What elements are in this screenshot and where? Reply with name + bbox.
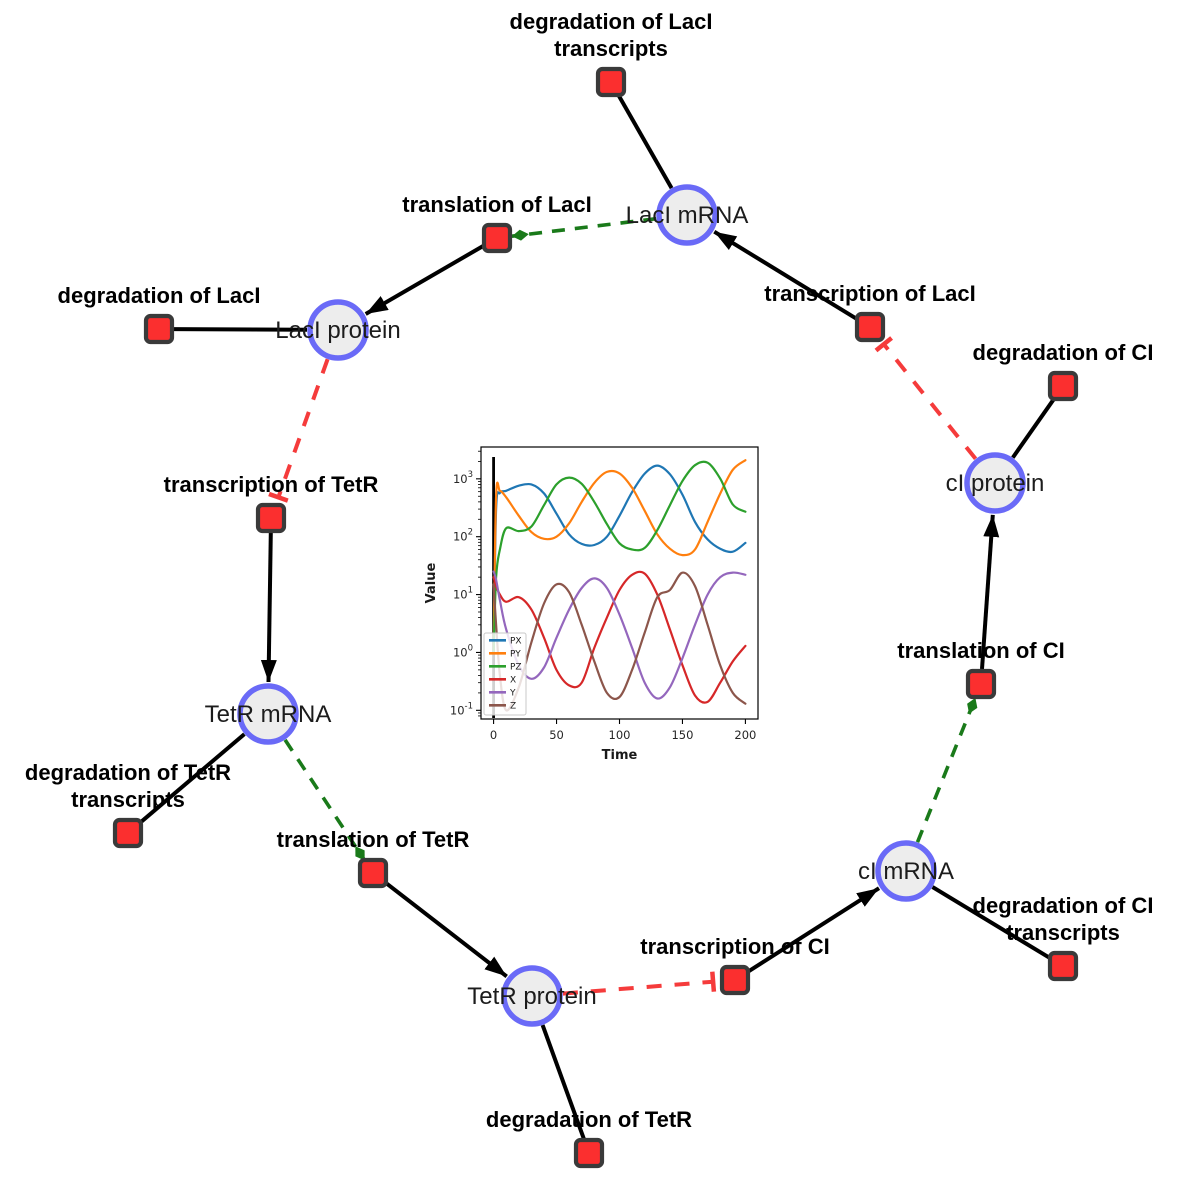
edge-production-transcription-of-laci-to-laci-mrna [713, 229, 859, 321]
reaction-label-degradation-of-tetr-transcripts-line1: degradation of TetR [25, 760, 231, 785]
edge-consumption-laci-protein-to-degradation-of-laci [173, 327, 308, 332]
reaction-label-degradation-of-tetr-transcripts-line2: transcripts [71, 787, 185, 812]
reaction-node-degradation-of-ci-transcripts[interactable] [1047, 950, 1079, 982]
species-node-tetr-mrna[interactable] [237, 683, 299, 745]
edge-consumption-laci-mrna-to-degradation-of-laci-transcripts [616, 94, 674, 190]
reaction-label-translation-of-laci: translation of LacI [402, 192, 591, 217]
reaction-label-degradation-of-tetr: degradation of TetR [486, 1107, 692, 1132]
edges-layer [138, 94, 1057, 1140]
reaction-node-translation-of-tetr[interactable] [357, 857, 389, 889]
chart-series-PY [492, 459, 747, 654]
chart-legend-label-PX: PX [510, 637, 522, 647]
edge-consumption-ci-mrna-to-degradation-of-ci-transcripts [931, 885, 1052, 960]
reaction-node-translation-of-ci[interactable] [965, 668, 997, 700]
chart-y-tick-label: 100 [453, 643, 473, 659]
chart-legend: PX PY PZ XYZ [483, 632, 527, 716]
reaction-label-translation-of-tetr: translation of TetR [277, 827, 470, 852]
chart-legend-label-Z: Z [510, 702, 516, 712]
chart-legend-label-X: X [510, 676, 516, 686]
species-label-ci-protein: cI protein [946, 470, 1045, 497]
chart-series-X [492, 570, 747, 704]
species-node-ci-mrna[interactable] [875, 840, 937, 902]
chart-plot-area [481, 447, 758, 719]
reaction-node-transcription-of-ci[interactable] [719, 964, 751, 996]
reaction-label-degradation-of-ci: degradation of CI [973, 340, 1154, 365]
edge-inhibition-tetr-protein-to-transcription-of-ci [562, 971, 717, 996]
edge-modifier-laci-mrna-to-translation-of-laci [511, 216, 657, 241]
edge-production-translation-of-tetr-to-tetr-protein [383, 880, 508, 978]
reaction-label-transcription-of-tetr: transcription of TetR [164, 472, 379, 497]
edge-consumption-tetr-protein-to-degradation-of-tetr [540, 1024, 586, 1140]
chart-y-tick-label: 102 [453, 528, 473, 544]
chart-y-tick-label: 101 [453, 586, 473, 602]
edge-modifier-ci-mrna-to-translation-of-ci [915, 697, 978, 843]
edge-production-translation-of-laci-to-laci-protein [364, 243, 486, 316]
species-node-laci-mrna[interactable] [656, 184, 718, 246]
reaction-node-translation-of-laci[interactable] [481, 222, 513, 254]
species-label-ci-mrna: cI mRNA [858, 858, 954, 885]
reaction-node-degradation-of-laci[interactable] [143, 313, 175, 345]
chart-y-tick-label: 103 [453, 470, 473, 486]
nodes-layer [112, 66, 1079, 1169]
edge-consumption-tetr-mrna-to-degradation-of-tetr-transcripts [138, 732, 246, 825]
reaction-label-degradation-of-ci-transcripts-line1: degradation of CI [973, 893, 1154, 918]
chart-x-tick-label: 0 [490, 728, 497, 742]
species-label-laci-mrna: LacI mRNA [626, 202, 749, 229]
reaction-label-degradation-of-laci-transcripts-line2: transcripts [554, 36, 668, 61]
edge-production-transcription-of-ci-to-ci-mrna [746, 886, 881, 974]
chart-x-tick-label: 50 [549, 728, 564, 742]
reaction-node-degradation-of-tetr[interactable] [573, 1137, 605, 1169]
species-label-tetr-protein: TetR protein [467, 983, 596, 1010]
chart-x-tick-label: 150 [671, 728, 693, 742]
species-node-laci-protein[interactable] [307, 299, 369, 361]
chart-ylabel: Value [424, 562, 439, 603]
reaction-label-degradation-of-ci-transcripts-line2: transcripts [1006, 920, 1120, 945]
reaction-node-degradation-of-laci-transcripts[interactable] [595, 66, 627, 98]
chart-legend-label-PY: PY [510, 650, 521, 660]
species-label-tetr-mrna: TetR mRNA [205, 701, 332, 728]
inset-chart: 0 50 100 150 20010-1100101102103TimeValuePXP… [424, 446, 759, 763]
reaction-label-transcription-of-ci: transcription of CI [640, 934, 829, 959]
edge-production-translation-of-ci-to-ci-protein [980, 514, 1000, 670]
chart-x-tick-label: 200 [734, 728, 756, 742]
reaction-label-transcription-of-laci: transcription of LacI [764, 281, 975, 306]
reaction-node-degradation-of-ci[interactable] [1047, 370, 1079, 402]
chart-legend-label-PZ: PZ [510, 663, 522, 673]
chart-x-tick-label: 100 [609, 728, 631, 742]
edge-inhibition-laci-protein-to-transcription-of-tetr [268, 358, 330, 503]
reaction-label-degradation-of-laci-transcripts-line1: degradation of LacI [510, 9, 713, 34]
edge-modifier-tetr-mrna-to-translation-of-tetr [283, 738, 367, 862]
edge-production-transcription-of-tetr-to-tetr-mrna [260, 532, 277, 683]
reaction-node-transcription-of-laci[interactable] [854, 311, 886, 343]
chart-legend-label-Y: Y [509, 689, 516, 699]
chart-y-tick-label: 10-1 [450, 701, 473, 717]
edge-inhibition-ci-protein-to-transcription-of-laci [874, 336, 978, 461]
reaction-node-degradation-of-tetr-transcripts[interactable] [112, 817, 144, 849]
edge-consumption-ci-protein-to-degradation-of-ci [1011, 397, 1057, 459]
species-label-laci-protein: LacI protein [275, 317, 400, 344]
labels-layer: degradation of LacItranscriptstranslatio… [25, 9, 1154, 1132]
species-node-tetr-protein[interactable] [501, 965, 563, 1027]
reaction-label-translation-of-ci: translation of CI [897, 638, 1064, 663]
reaction-node-transcription-of-tetr[interactable] [255, 502, 287, 534]
chart-series-PX [492, 464, 747, 654]
reaction-label-degradation-of-laci: degradation of LacI [58, 283, 261, 308]
chart-series-PZ [492, 460, 747, 654]
chart-xlabel: Time [602, 748, 638, 763]
species-node-ci-protein[interactable] [964, 452, 1026, 514]
